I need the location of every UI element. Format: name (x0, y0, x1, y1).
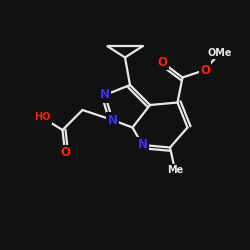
Text: N: N (100, 88, 110, 102)
Text: N: N (108, 114, 118, 126)
Text: N: N (138, 138, 147, 151)
Text: O: O (158, 56, 168, 69)
Text: OMe: OMe (208, 48, 232, 58)
Text: O: O (200, 64, 210, 76)
Text: Me: Me (167, 165, 183, 175)
Text: O: O (60, 146, 70, 159)
Text: HO: HO (34, 112, 51, 122)
